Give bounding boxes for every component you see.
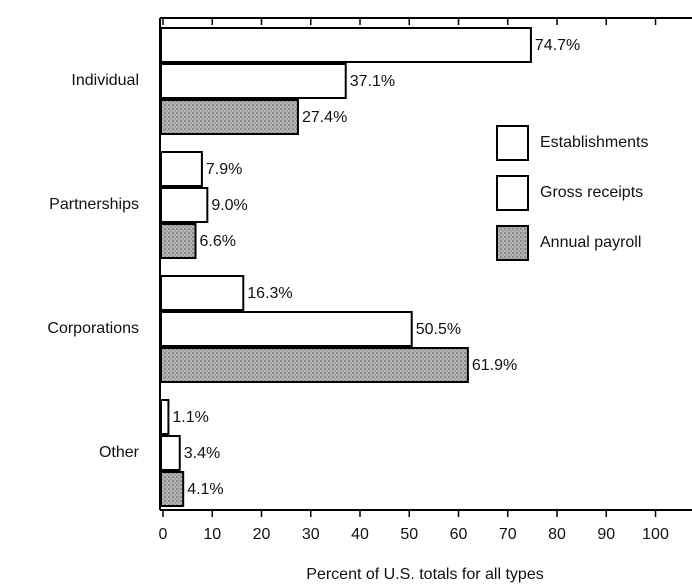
bar: [160, 347, 469, 383]
x-tick-label: 60: [450, 526, 468, 543]
legend-label: Establishments: [540, 134, 649, 151]
bar: [160, 435, 181, 471]
value-label: 9.0%: [211, 197, 247, 214]
legend-swatch: [496, 125, 529, 161]
x-tick-label: 90: [597, 526, 615, 543]
y-tick-label: Individual: [71, 72, 139, 89]
bar: [160, 187, 209, 223]
x-tick-label: 70: [499, 526, 517, 543]
x-tick-label: 30: [302, 526, 320, 543]
legend-label: Annual payroll: [540, 234, 641, 251]
value-label: 74.7%: [535, 37, 580, 54]
y-tick-label: Corporations: [47, 320, 139, 337]
x-tick-label: 50: [400, 526, 418, 543]
bar: [160, 275, 245, 311]
bar: [160, 151, 203, 187]
legend-swatch: [496, 175, 529, 211]
value-label: 27.4%: [302, 109, 347, 126]
bar: [160, 471, 185, 507]
bar: [160, 27, 532, 63]
bar: [160, 99, 299, 135]
legend-label: Gross receipts: [540, 184, 643, 201]
value-label: 3.4%: [184, 445, 220, 462]
x-tick-label: 20: [253, 526, 271, 543]
value-label: 50.5%: [416, 321, 461, 338]
x-axis-label: Percent of U.S. totals for all types: [306, 566, 543, 583]
y-tick-label: Other: [99, 444, 140, 461]
bar: [160, 311, 413, 347]
y-tick-label: Partnerships: [49, 196, 139, 213]
value-label: 4.1%: [187, 481, 223, 498]
value-label: 1.1%: [172, 409, 208, 426]
value-label: 37.1%: [350, 73, 395, 90]
x-tick-label: 40: [351, 526, 369, 543]
value-label: 16.3%: [247, 285, 292, 302]
x-tick-label: 0: [159, 526, 168, 543]
x-tick-label: 10: [203, 526, 221, 543]
legend-swatch: [496, 225, 529, 261]
value-label: 61.9%: [472, 357, 517, 374]
x-tick-label: 80: [548, 526, 566, 543]
bar: [160, 223, 197, 259]
value-label: 6.6%: [200, 233, 236, 250]
x-tick-label: 100: [642, 526, 669, 543]
bar: [160, 63, 347, 99]
bar: [160, 399, 170, 435]
value-label: 7.9%: [206, 161, 242, 178]
